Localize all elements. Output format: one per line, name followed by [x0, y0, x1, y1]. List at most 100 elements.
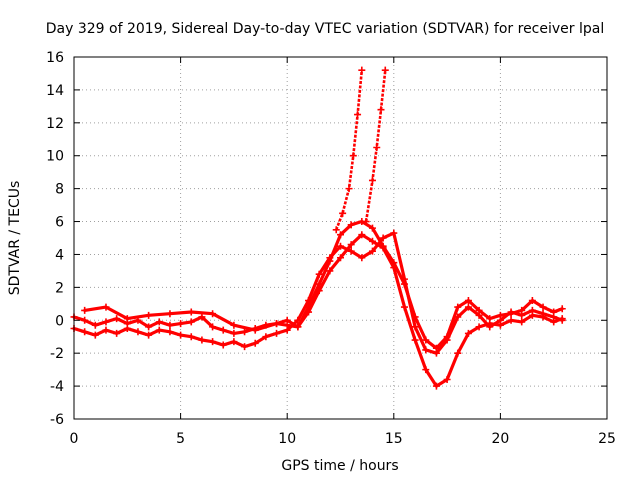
data-point-marker: [166, 310, 174, 318]
data-point-marker: [518, 306, 526, 314]
axis-ticks: [73, 56, 608, 420]
data-point-marker: [464, 329, 472, 337]
y-tick-label: 0: [55, 313, 64, 329]
data-point-marker: [464, 303, 472, 311]
data-point-marker: [241, 328, 249, 336]
y-tick-label: 4: [55, 247, 64, 263]
data-point-marker: [198, 313, 206, 321]
data-point-marker: [373, 144, 381, 151]
data-point-marker: [518, 318, 526, 326]
data-point-marker: [339, 209, 347, 217]
data-point-marker: [464, 297, 472, 305]
y-tick-labels: -6 -4 -2 0 2 4 6 8 10 12 14 16: [46, 50, 64, 428]
data-point-marker: [81, 306, 89, 314]
data-point-marker: [177, 320, 185, 328]
data-point-marker: [251, 339, 259, 347]
data-layer: [70, 66, 566, 390]
data-point-marker: [507, 310, 515, 318]
y-tick-label: -6: [50, 412, 64, 428]
data-point-marker: [368, 237, 376, 245]
data-point-marker: [241, 343, 249, 351]
data-point-marker: [381, 66, 389, 74]
data-point-marker: [337, 254, 344, 262]
data-point-marker: [81, 316, 89, 324]
data-point-marker: [166, 321, 174, 329]
data-point-marker: [187, 318, 195, 326]
y-tick-label: 2: [55, 280, 64, 296]
data-point-marker: [326, 267, 334, 275]
series-track-1: [70, 231, 566, 390]
data-point-marker: [113, 329, 121, 337]
data-point-marker: [411, 313, 419, 321]
data-point-marker: [145, 331, 153, 339]
series-spike-1: [332, 66, 366, 234]
x-axis-label: GPS time / hours: [281, 458, 398, 474]
data-point-marker: [91, 321, 99, 329]
y-axis-label: SDTVAR / TECUs: [7, 181, 23, 296]
x-tick-label: 20: [491, 431, 509, 447]
data-point-marker: [349, 152, 357, 160]
data-point-marker: [368, 176, 376, 184]
y-tick-label: 6: [55, 215, 64, 231]
data-point-marker: [219, 326, 227, 334]
data-point-marker: [315, 270, 323, 278]
data-point-marker: [273, 320, 281, 328]
data-point-marker: [422, 346, 430, 354]
series-track-3: [81, 218, 566, 352]
chart-title: Day 329 of 2019, Sidereal Day-to-day VTE…: [46, 21, 604, 37]
data-point-marker: [354, 111, 362, 119]
data-point-marker: [123, 315, 131, 323]
data-point-marker: [368, 247, 376, 255]
data-point-marker: [486, 315, 494, 323]
data-point-marker: [337, 231, 344, 239]
data-point-marker: [102, 326, 110, 334]
data-point-marker: [294, 323, 302, 331]
data-point-marker: [422, 366, 430, 374]
x-tick-labels: 0 5 10 15 20 25: [70, 431, 616, 447]
data-point-marker: [528, 306, 536, 314]
data-point-marker: [475, 323, 483, 331]
x-tick-label: 15: [385, 431, 403, 447]
data-point-marker: [102, 318, 110, 326]
data-point-marker: [539, 310, 547, 318]
series-track-2: [70, 229, 566, 357]
data-point-marker: [230, 321, 238, 329]
data-point-marker: [198, 336, 206, 344]
data-point-marker: [550, 308, 558, 316]
data-point-marker: [400, 303, 408, 311]
data-point-marker: [155, 326, 163, 334]
data-point-marker: [443, 376, 451, 384]
data-point-marker: [273, 329, 281, 337]
data-point-marker: [305, 303, 313, 311]
data-point-marker: [81, 328, 89, 336]
x-tick-label: 5: [176, 431, 185, 447]
y-tick-label: 12: [46, 116, 64, 132]
y-tick-label: 14: [46, 83, 64, 99]
data-point-marker: [345, 185, 353, 193]
plot-frame: [73, 56, 608, 420]
data-point-marker: [145, 311, 153, 319]
data-point-marker: [187, 333, 195, 341]
data-point-marker: [187, 308, 195, 316]
data-point-marker: [362, 218, 370, 226]
data-point-marker: [358, 254, 366, 262]
data-point-marker: [454, 349, 462, 357]
data-point-marker: [209, 338, 217, 346]
data-point-marker: [219, 341, 227, 349]
data-point-marker: [283, 326, 291, 334]
data-point-marker: [315, 280, 323, 288]
data-point-marker: [411, 336, 419, 344]
x-tick-label: 10: [278, 431, 296, 447]
data-point-marker: [539, 303, 547, 311]
y-tick-label: 10: [46, 149, 64, 165]
data-point-marker: [347, 241, 355, 249]
data-point-marker: [390, 229, 398, 237]
data-point-marker: [123, 325, 131, 332]
data-point-marker: [400, 280, 408, 288]
data-point-marker: [230, 329, 238, 337]
data-point-marker: [283, 316, 291, 324]
data-point-marker: [91, 331, 99, 339]
data-point-marker: [134, 328, 142, 336]
series-line: [364, 70, 387, 222]
